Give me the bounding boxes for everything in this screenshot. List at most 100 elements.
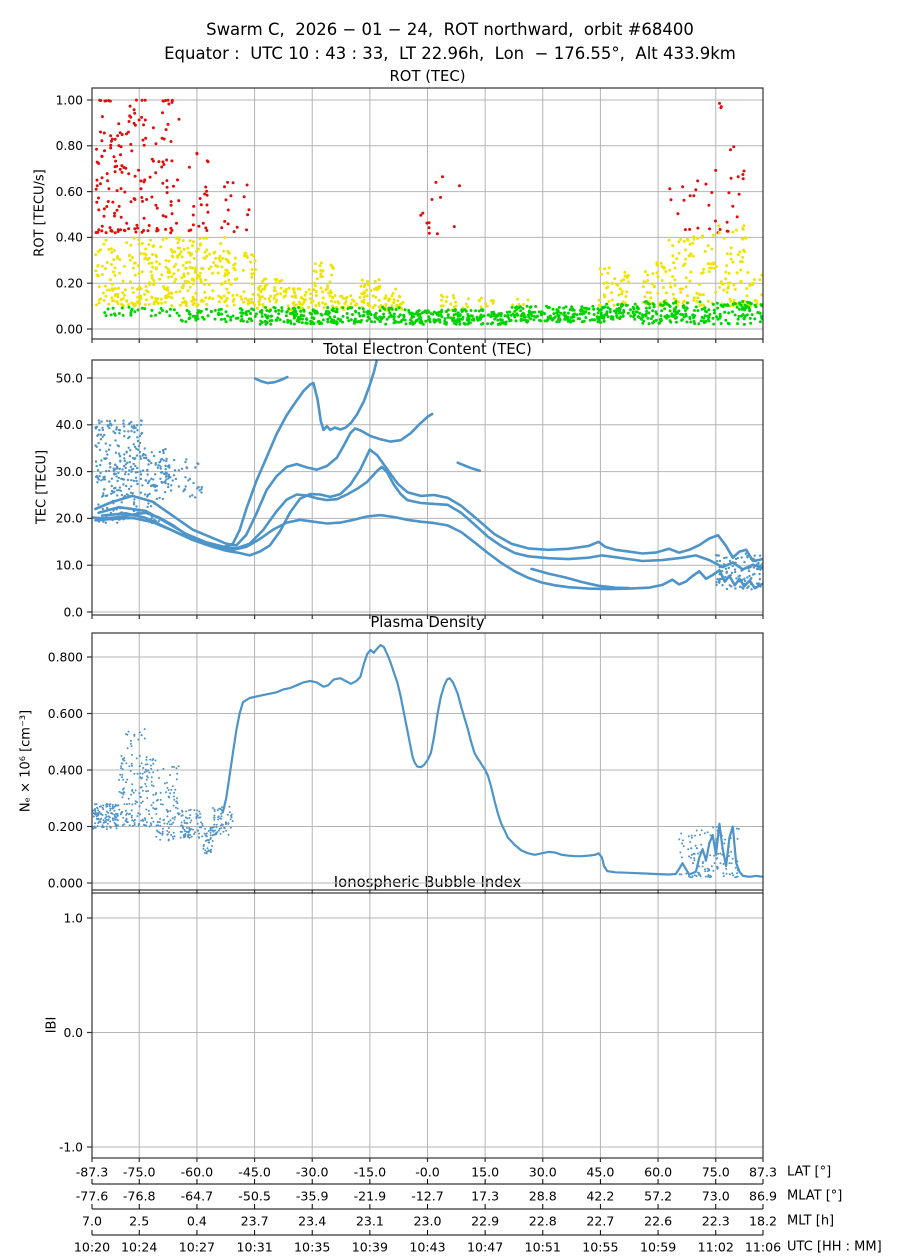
panel-rot-scatter-red	[220, 180, 251, 234]
panel-rot-ytick-label: 0.60	[56, 185, 83, 199]
panel-rot-scatter-yellow	[255, 277, 295, 312]
panel-rot-scatter-red	[718, 101, 723, 110]
panel-ibi-grid	[92, 893, 763, 1158]
axis-row-label-lat: LAT [°]	[787, 1164, 832, 1180]
panel-title-plasma: Plasma Density	[370, 614, 485, 631]
panel-rot-yticks: 0.00 0.20 0.40 0.60 0.80 1.00	[56, 93, 92, 336]
panel-ibi: -1.0 0.0 1.0	[59, 892, 764, 1162]
panel-plasma-scatter-blue	[178, 808, 204, 839]
lat-tick-label: 45.0	[586, 1165, 614, 1180]
panel-rot-scatter-yellow	[511, 297, 530, 308]
panel-rot-scatter-green	[597, 305, 607, 324]
panel-rot-scatter-yellow	[292, 287, 315, 310]
panel-plasma-scatter-blue	[118, 755, 157, 828]
panel-plasma-ytick-label: 0.400	[48, 763, 83, 777]
lat-tick-label: 87.3	[749, 1165, 777, 1180]
panel-title-rot: ROT (TEC)	[389, 68, 466, 85]
mlt-tick-label: 7.0	[82, 1214, 102, 1229]
axis-row-mlt: 7.0 2.5 0.4 23.7 23.4 23.1 23.0 22.9 22.8 22.7 22.…	[82, 1214, 777, 1229]
bottom-axis-line-2	[91, 1230, 764, 1236]
panel-rot-scatter-yellow	[312, 261, 335, 310]
lat-tick-label: -15.0	[354, 1165, 387, 1180]
utc-tick-label: 11:02	[698, 1240, 734, 1255]
panel-rot-scatter-red	[668, 179, 700, 232]
panel-rot-ytick-label: 0.80	[56, 139, 83, 153]
panel-plasma-scatter-blue	[155, 765, 180, 842]
panel-rot-scatter-yellow	[667, 234, 710, 308]
bottom-axis-line-0	[91, 1179, 764, 1185]
utc-tick-label: 10:55	[582, 1240, 618, 1255]
mlt-tick-label: 22.7	[586, 1214, 614, 1229]
panel-tec-scatter-blue	[94, 419, 144, 482]
panel-rot-scatter-yellow	[359, 278, 382, 310]
panel-plasma-ytick-label: 0.000	[48, 876, 83, 890]
panel-rot-scatter-yellow	[225, 249, 258, 308]
mlt-tick-label: 0.4	[187, 1214, 207, 1229]
panel-rot-scatter-yellow	[707, 224, 748, 308]
utc-tick-label: 10:31	[236, 1240, 272, 1255]
panel-ibi-xticks	[91, 1158, 764, 1162]
panel-plasma: 0.000 0.200 0.400 0.600 0.800	[48, 632, 764, 894]
panel-ibi-yticks: -1.0 0.0 1.0	[59, 911, 92, 1154]
mlat-tick-label: 57.2	[644, 1189, 672, 1204]
utc-tick-label: 10:20	[74, 1240, 110, 1255]
panel-tec: 0.0 10.0 20.0 30.0 40.0 50.0	[56, 359, 764, 619]
bottom-axis-line-1	[91, 1204, 764, 1210]
mlat-tick-label: -21.9	[354, 1189, 387, 1204]
mlat-tick-label: 17.3	[471, 1189, 499, 1204]
panel-rot-scatter-red	[98, 98, 174, 103]
mlt-tick-label: 23.0	[413, 1214, 441, 1229]
mlt-tick-label: 23.7	[241, 1214, 269, 1229]
panel-tec-ytick-label: 0.0	[63, 605, 83, 619]
panel-tec-yticks: 0.0 10.0 20.0 30.0 40.0 50.0	[56, 371, 92, 619]
panel-rot-scatter-green	[640, 300, 763, 326]
panel-tec-trace-end-30	[456, 461, 482, 473]
panel-tec-scatter-blue	[141, 447, 171, 489]
panel-rot-scatter-red	[729, 145, 736, 152]
mlt-tick-label: 2.5	[129, 1214, 149, 1229]
panel-ibi-ytick-label: -1.0	[59, 1140, 83, 1154]
mlt-tick-label: 23.4	[298, 1214, 326, 1229]
panel-ibi-ytick-label: 1.0	[63, 911, 83, 925]
panel-tec-xticks	[91, 615, 764, 619]
mlt-tick-label: 22.6	[644, 1214, 672, 1229]
mlat-tick-label: 28.8	[529, 1189, 557, 1204]
lat-tick-label: -60.0	[181, 1165, 214, 1180]
panel-title-tec: Total Electron Content (TEC)	[323, 341, 532, 358]
panel-tec-scatter-blue	[158, 457, 203, 501]
panel-plasma-density-profile	[221, 643, 763, 878]
panel-rot-scatter-yellow	[439, 293, 470, 312]
panel-rot-scatter-red	[94, 100, 181, 235]
panel-tec-ytick-label: 10.0	[56, 559, 83, 573]
mlt-tick-label: 22.3	[702, 1214, 730, 1229]
panel-tec-trace-low	[100, 511, 763, 591]
mlat-tick-label: -50.5	[238, 1189, 271, 1204]
panel-plasma-ytick-label: 0.200	[48, 820, 83, 834]
lat-tick-label: -0.0	[415, 1165, 440, 1180]
lat-tick-label: -45.0	[238, 1165, 271, 1180]
mlt-tick-label: 22.8	[529, 1214, 557, 1229]
panel-rot-scatter-red	[419, 175, 461, 236]
panel-tec-ytick-label: 30.0	[56, 465, 83, 479]
panel-tec-grid	[92, 360, 763, 615]
panel-rot-scatter-green	[399, 308, 509, 326]
mlat-tick-label: -12.7	[411, 1189, 444, 1204]
panel-tec-trace-mid-peak	[94, 448, 763, 563]
panel-rot-ytick-label: 1.00	[56, 93, 83, 107]
panel-rot-scatter-green	[177, 307, 258, 324]
panel-tec-ytick-label: 40.0	[56, 418, 83, 432]
axis-row-mlat: -77.6 -76.8 -64.7 -50.5 -35.9 -21.9 -12.7 17.3 2…	[76, 1189, 777, 1204]
utc-tick-label: 11:06	[745, 1240, 781, 1255]
mlt-tick-label: 18.2	[749, 1214, 777, 1229]
mlat-tick-label: -77.6	[76, 1189, 109, 1204]
panel-rot-scatter-red	[704, 168, 746, 235]
panel-rot-ytick-label: 0.20	[56, 277, 83, 291]
panel-plasma-scatter-blue	[202, 826, 214, 855]
panel-rot-scatter-green	[103, 305, 179, 318]
panel-plasma-scatter-blue	[92, 802, 120, 831]
axis-row-label-mlat: MLAT [°]	[787, 1188, 843, 1204]
figure-subtitle: Equator : UTC 10 : 43 : 33, LT 22.96h, L…	[164, 44, 736, 63]
utc-tick-label: 10:39	[352, 1240, 388, 1255]
